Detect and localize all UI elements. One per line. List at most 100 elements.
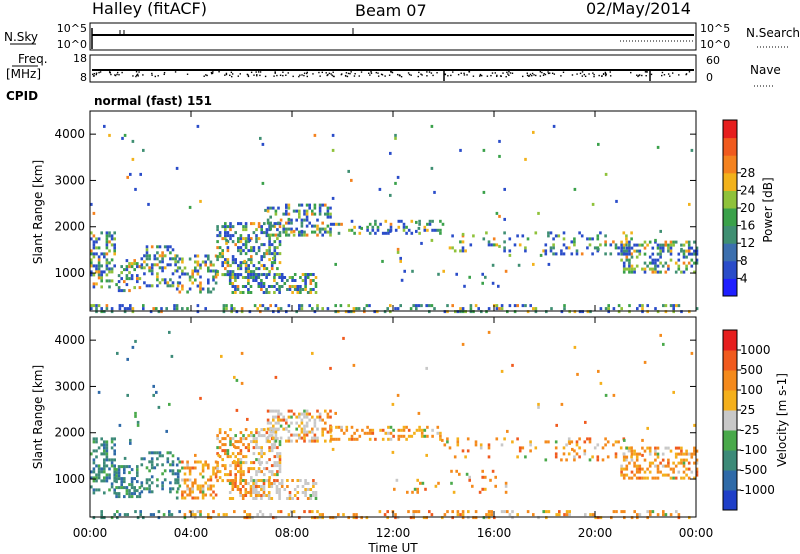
range-cell [557, 234, 561, 238]
nave-dot [408, 73, 411, 76]
range-cell [239, 461, 243, 465]
range-cell [125, 492, 129, 496]
nave-dot [560, 75, 562, 77]
range-cell [465, 472, 469, 476]
range-cell [105, 252, 109, 256]
range-cell [188, 257, 192, 261]
range-cell [257, 431, 261, 435]
range-cell [233, 444, 236, 448]
range-cell [313, 206, 317, 210]
range-cell [103, 452, 106, 456]
range-cell [175, 490, 179, 494]
nave-dot [344, 74, 347, 77]
range-cell [105, 479, 109, 483]
range-cell [693, 446, 696, 450]
range-cell [103, 458, 106, 462]
nave-dot [138, 71, 140, 73]
range-cell [226, 479, 230, 483]
range-cell [224, 231, 227, 235]
range-cell [130, 477, 134, 481]
range-cell [270, 464, 274, 468]
range-cell [248, 238, 252, 242]
range-cell [305, 424, 309, 428]
range-cell [588, 237, 592, 241]
range-cell [305, 430, 309, 434]
range-cell [597, 247, 600, 251]
range-cell [166, 245, 170, 249]
range-cell [431, 428, 434, 432]
range-cell [113, 491, 116, 495]
range-cell [239, 273, 243, 277]
range-cell [373, 310, 376, 314]
range-cell [410, 434, 414, 438]
range-cell [305, 209, 309, 213]
range-cell [622, 467, 626, 471]
range-cell [239, 264, 243, 268]
range-cell [291, 479, 294, 482]
range-cell [591, 237, 594, 241]
range-cell [133, 259, 136, 263]
range-cell [216, 270, 219, 274]
range-cell [204, 254, 207, 258]
range-cell [290, 421, 293, 425]
range-cell [181, 490, 184, 494]
range-cell [278, 491, 281, 494]
nave-dot [135, 75, 137, 78]
range-cell [266, 427, 270, 431]
range-cell [133, 492, 136, 496]
range-cell [293, 279, 297, 282]
range-cell [288, 497, 292, 500]
range-cell [221, 443, 224, 447]
range-cell [136, 480, 139, 484]
nave-dot [358, 75, 360, 77]
range-cell [257, 479, 261, 482]
range-cell [296, 291, 300, 294]
range-cell [126, 513, 129, 517]
range-cell [188, 490, 192, 494]
range-cell [667, 446, 670, 450]
range-cell [236, 488, 240, 491]
range-cell [299, 479, 302, 482]
range-cell [648, 255, 652, 259]
nave-dot [116, 71, 119, 74]
range-cell [128, 471, 131, 475]
range-cell [455, 272, 458, 276]
nave-dot [186, 73, 189, 75]
range-cell [508, 237, 512, 241]
range-cell [272, 436, 275, 440]
range-cell [324, 427, 327, 431]
range-cell [651, 510, 655, 514]
range-cell [278, 461, 282, 465]
range-cell [554, 446, 558, 450]
range-cell [92, 246, 96, 250]
range-cell [332, 222, 336, 226]
range-cell [355, 428, 359, 432]
range-cell [656, 513, 660, 517]
range-cell [695, 258, 699, 262]
nave-dot [562, 71, 565, 73]
range-cell [278, 464, 282, 468]
range-cell [270, 482, 274, 485]
range-cell [309, 273, 313, 276]
range-cell [604, 240, 607, 244]
range-cell [218, 231, 222, 235]
range-cell [396, 175, 400, 179]
range-cell [196, 496, 200, 500]
nave-dot [333, 75, 335, 78]
power-x-ticks [89, 111, 697, 311]
range-cell [633, 452, 636, 456]
range-cell [482, 148, 486, 152]
range-cell [300, 229, 304, 233]
range-cell [420, 431, 424, 435]
range-cell [406, 490, 409, 494]
range-cell [461, 449, 465, 453]
range-cell [181, 257, 184, 261]
range-cell [100, 270, 103, 274]
range-cell [309, 291, 313, 294]
range-cell [254, 485, 258, 488]
range-cell [183, 481, 187, 485]
nave-dot [457, 73, 460, 76]
range-cell [381, 437, 385, 441]
range-cell [204, 307, 207, 311]
